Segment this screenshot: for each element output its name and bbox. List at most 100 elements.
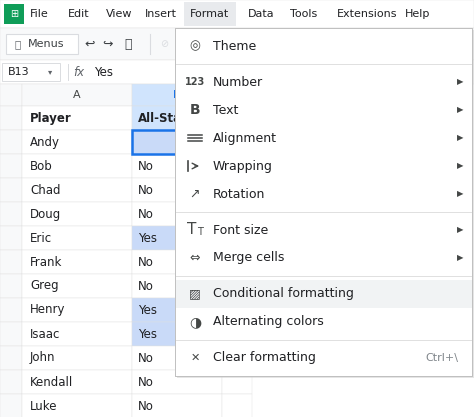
Bar xyxy=(175,28,472,376)
Bar xyxy=(175,96,472,124)
Bar xyxy=(2,63,60,81)
Bar xyxy=(222,346,252,370)
Bar xyxy=(132,202,222,226)
Text: No: No xyxy=(138,375,154,389)
Text: fx: fx xyxy=(73,65,84,78)
Bar xyxy=(0,130,22,154)
Text: Ctrl+\: Ctrl+\ xyxy=(425,353,458,363)
Bar xyxy=(132,274,222,298)
Text: ▶: ▶ xyxy=(457,133,463,143)
Bar xyxy=(0,0,474,28)
Text: 123: 123 xyxy=(185,77,205,87)
Bar xyxy=(22,226,132,250)
Text: Alternating colors: Alternating colors xyxy=(213,316,324,329)
Bar xyxy=(132,84,222,106)
Bar xyxy=(175,68,472,96)
Bar xyxy=(22,346,132,370)
Text: 🔍: 🔍 xyxy=(14,39,20,49)
Bar xyxy=(132,130,222,154)
Bar xyxy=(175,308,472,336)
Text: ▶: ▶ xyxy=(457,254,463,262)
Text: Conditional formatting: Conditional formatting xyxy=(213,287,354,301)
Bar xyxy=(222,370,252,394)
Bar xyxy=(132,226,222,250)
Text: Andy: Andy xyxy=(30,136,60,148)
Text: Theme: Theme xyxy=(213,40,256,53)
Text: Clear formatting: Clear formatting xyxy=(213,352,316,364)
Text: ▨: ▨ xyxy=(189,287,201,301)
Bar xyxy=(222,322,252,346)
Text: Kendall: Kendall xyxy=(30,375,73,389)
Bar xyxy=(132,346,222,370)
Text: Yes: Yes xyxy=(138,136,157,148)
Text: Menus: Menus xyxy=(28,39,64,49)
Text: Merge cells: Merge cells xyxy=(213,251,284,264)
Bar xyxy=(0,106,22,130)
Text: A: A xyxy=(73,90,81,100)
Bar xyxy=(175,124,472,152)
Bar xyxy=(132,394,222,417)
Bar xyxy=(132,106,222,130)
Bar xyxy=(0,60,474,84)
Bar xyxy=(0,178,22,202)
Bar xyxy=(22,322,132,346)
Text: ⇔: ⇔ xyxy=(190,251,200,264)
Bar xyxy=(0,346,22,370)
Text: Luke: Luke xyxy=(30,399,57,412)
Text: Yes: Yes xyxy=(138,231,157,244)
Bar xyxy=(175,216,472,244)
Text: ▶: ▶ xyxy=(457,189,463,198)
Bar xyxy=(222,84,252,106)
Bar xyxy=(132,298,222,322)
Bar xyxy=(222,154,252,178)
Bar xyxy=(222,250,252,274)
Bar xyxy=(22,298,132,322)
Text: Chad: Chad xyxy=(30,183,61,196)
Text: Tools: Tools xyxy=(290,9,317,19)
Bar xyxy=(175,344,472,372)
Text: No: No xyxy=(138,208,154,221)
Text: Isaac: Isaac xyxy=(30,327,60,341)
Text: 🖨: 🖨 xyxy=(124,38,132,50)
Bar xyxy=(132,370,222,394)
Text: Number: Number xyxy=(213,75,263,88)
Text: No: No xyxy=(138,183,154,196)
Bar xyxy=(6,34,78,54)
Bar xyxy=(222,130,252,154)
Text: Henry: Henry xyxy=(30,304,65,317)
Text: Yes: Yes xyxy=(138,327,157,341)
Text: ▶: ▶ xyxy=(457,106,463,115)
Bar xyxy=(132,154,222,178)
Bar xyxy=(222,202,252,226)
Text: Data: Data xyxy=(248,9,274,19)
Text: John: John xyxy=(30,352,55,364)
Bar xyxy=(132,130,222,154)
Bar xyxy=(175,32,472,60)
Bar xyxy=(132,322,222,346)
Text: Doug: Doug xyxy=(30,208,61,221)
Text: ⊞: ⊞ xyxy=(10,9,18,19)
Bar xyxy=(22,394,132,417)
Text: T: T xyxy=(187,221,197,236)
Bar xyxy=(184,2,236,26)
Bar xyxy=(222,298,252,322)
Bar xyxy=(132,250,222,274)
Bar xyxy=(222,178,252,202)
Bar xyxy=(0,84,22,106)
Text: Text: Text xyxy=(213,103,238,116)
Text: View: View xyxy=(106,9,133,19)
Text: No: No xyxy=(138,399,154,412)
Bar xyxy=(175,28,472,376)
Text: Eric: Eric xyxy=(30,231,52,244)
Text: ▶: ▶ xyxy=(457,161,463,171)
Text: B: B xyxy=(173,90,181,100)
Bar xyxy=(222,226,252,250)
Text: Frank: Frank xyxy=(30,256,63,269)
Text: Yes: Yes xyxy=(94,65,113,78)
Bar xyxy=(0,298,22,322)
Bar xyxy=(0,226,22,250)
Bar xyxy=(22,274,132,298)
Text: Yes: Yes xyxy=(138,304,157,317)
Text: No: No xyxy=(138,279,154,292)
Bar xyxy=(222,106,252,130)
